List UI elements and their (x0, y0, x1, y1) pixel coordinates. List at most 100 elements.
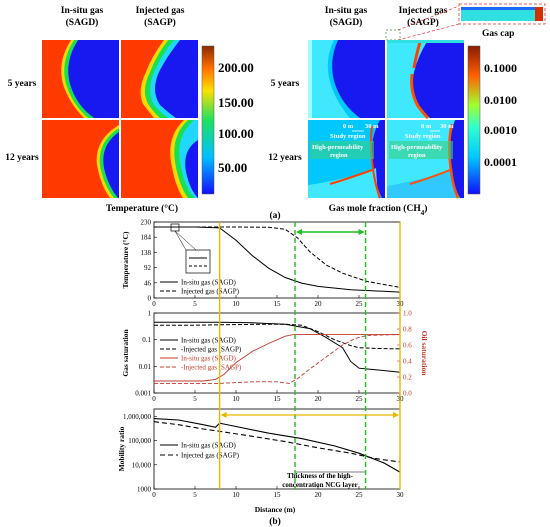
left-col2-header-line2: (SAGP) (144, 17, 176, 28)
temp-ytick-label: 92 (144, 264, 152, 272)
mob-ytick-label: 1,000,000 (123, 413, 152, 421)
temp-ytick-label: 46 (144, 279, 152, 287)
temp-xtick-label: 15 (274, 300, 282, 308)
ann-region-left: region (330, 152, 348, 159)
left-col2-header-line1: Injected gas (136, 6, 185, 16)
temp-colorbar-tick-50: 50.00 (218, 160, 247, 175)
sat-series-0 (154, 321, 401, 373)
sat-xtick-label: 10 (233, 395, 241, 403)
gas-colorbar-tick-001: 0.0100 (484, 93, 517, 107)
sat-ytick-label: 0.001 (135, 390, 151, 398)
gas-fraction-maps: In-situ gas (SAGD) Injected gas (SAGP) 5… (268, 3, 546, 217)
mob-ytick-label: 1000 (137, 486, 152, 494)
sat-legend-label-2: In-situ gas (SAGD) (181, 355, 236, 363)
mob-xtick-label: 25 (356, 491, 364, 499)
yellow-arrowhead-left (220, 412, 227, 418)
mob-xtick-label: 10 (233, 491, 241, 499)
sat-series-3 (154, 334, 401, 384)
ann-region-right: region (408, 152, 426, 159)
map-annotations: 0 m 30 m Study region High-permeability … (310, 123, 454, 159)
gas-colorbar-tick-0001: 0.0010 (484, 123, 517, 137)
gas-map-sagp-5y (387, 40, 464, 120)
right-col2-header-line1: Injected gas (399, 6, 448, 16)
temp-xtick-label: 20 (315, 300, 323, 308)
thickness-note-line2: concentration NCG layer (282, 481, 357, 489)
temp-ytick-label: 184 (141, 234, 152, 242)
sat-xtick-label: 0 (152, 395, 156, 403)
mob-xtick-label: 15 (274, 491, 282, 499)
sat-xtick-label: 5 (193, 395, 197, 403)
panel-b-charts: 23018413892460051015202530Temperature (°… (117, 219, 429, 500)
temp-xtick-label: 0 (152, 300, 156, 308)
temperature-colorbar (201, 45, 215, 195)
temp-map-sagd-5y (42, 40, 119, 118)
sat-xtick-label: 20 (315, 395, 323, 403)
mob-series-1 (153, 421, 401, 463)
left-col1-header-line2: (SAGD) (66, 17, 99, 28)
mob-ylabel: Mobility ratio (117, 426, 126, 471)
sat-y2tick-label: 0.2 (403, 374, 412, 382)
temp-ytick-label: 138 (141, 249, 152, 257)
sat-ytick-label: 0.1 (142, 336, 151, 344)
mob-xtick-label: 20 (315, 491, 323, 499)
mob-legend-label-1: Injected gas (SAGP) (181, 452, 240, 460)
left-row1-label: 5 years (8, 79, 37, 89)
temp-colorbar-tick-100: 100.00 (218, 126, 254, 141)
gas-map-sagd-5y (308, 40, 385, 118)
gas-colorbar-tick-00001: 0.0001 (484, 155, 517, 169)
thickness-note-line1: Thickness of the high- (287, 472, 354, 480)
gas-cap-label: Gas cap (482, 29, 514, 39)
sat-series-1 (154, 323, 401, 350)
ann-study-right: Study region (405, 133, 441, 140)
temperature-caption: Temperature (°C) (106, 203, 178, 214)
yellow-arrowhead-right (393, 412, 399, 418)
temp-colorbar-tick-150: 150.00 (218, 95, 254, 110)
sat-y2tick-label: 0.0 (403, 390, 412, 398)
temp-map-sagp-12y (121, 120, 198, 198)
ann-30m-left: 30 m (365, 123, 379, 130)
sat-legend-label-3: -Injected gas (SAGP) (181, 364, 242, 372)
mob-xtick-label: 30 (397, 491, 405, 499)
sat-xtick-label: 15 (274, 395, 282, 403)
right-row2-label: 12 years (268, 153, 302, 163)
mob-xtick-label: 5 (193, 491, 197, 499)
left-row2-label: 12 years (5, 153, 39, 163)
sat-y2tick-label: 0.4 (403, 358, 412, 366)
temp-zoom-connector (174, 230, 187, 251)
temp-ylabel: Temperature (°C) (121, 231, 130, 288)
ann-highperm-right: High-permeability (391, 144, 443, 151)
sat-y2label: Oil saturation (420, 331, 429, 377)
gas-fraction-caption: Gas mole fraction (CH4) (329, 203, 428, 217)
right-row1-label: 5 years (271, 79, 300, 89)
sat-ytick-label: 0.01 (139, 363, 152, 371)
right-col1-header-line1: In-situ gas (325, 6, 368, 16)
panel-a-label: (a) (269, 210, 280, 221)
sat-xtick-label: 25 (356, 395, 364, 403)
temp-colorbar-tick-200: 200.00 (218, 60, 254, 75)
ann-30m-right: 30 m (440, 123, 454, 130)
temp-legend-label-0: In-situ gas (SAGD) (181, 279, 236, 287)
sat-ytick-label: 1 (148, 310, 152, 318)
sat-y2tick-label: 0.8 (403, 326, 412, 334)
mob-xtick-label: 0 (152, 491, 156, 499)
sat-series-2 (154, 334, 400, 382)
temp-map-sagd-12y (42, 120, 119, 198)
temperature-maps: In-situ gas (SAGD) Injected gas (SAGP) 5… (5, 6, 254, 214)
panel-b-label: (b) (269, 516, 281, 527)
temp-ytick-label: 0 (148, 295, 152, 303)
temp-xtick-label: 25 (356, 300, 364, 308)
temp-xtick-label: 10 (233, 300, 241, 308)
sat-ylabel: Gas saturation (121, 329, 130, 377)
right-col2-header-line2: (SAGP) (407, 17, 439, 28)
ann-0m-left: 0 m (343, 123, 354, 130)
temp-zoom-connector (174, 230, 197, 251)
ann-study-left: Study region (330, 133, 366, 140)
mob-series-0 (153, 418, 401, 473)
sat-legend-label-1: -Injected gas (SAGP) (181, 346, 242, 354)
gas-cap-inset: Gas cap (385, 3, 546, 41)
temp-zoom-inset (185, 249, 211, 274)
gas-colorbar-tick-01: 0.1000 (484, 61, 517, 75)
temp-ytick-label: 230 (141, 219, 152, 227)
